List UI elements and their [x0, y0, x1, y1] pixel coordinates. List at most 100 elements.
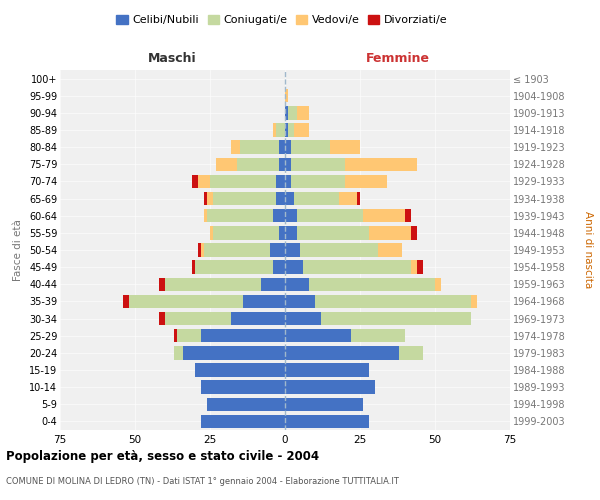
Bar [129, 294, 243, 308]
Bar [285, 294, 315, 308]
Text: Anni di nascita: Anni di nascita [583, 212, 593, 288]
Bar [285, 414, 369, 428]
Bar [261, 278, 285, 291]
Bar [297, 226, 369, 239]
Bar [198, 244, 201, 256]
Bar [303, 260, 411, 274]
Bar [285, 398, 363, 411]
Bar [165, 278, 261, 291]
Bar [345, 158, 417, 171]
Bar [315, 294, 471, 308]
Bar [159, 278, 165, 291]
Bar [183, 346, 285, 360]
Bar [273, 209, 285, 222]
Bar [285, 329, 351, 342]
Bar [210, 226, 213, 239]
Text: Popolazione per età, sesso e stato civile - 2004: Popolazione per età, sesso e stato civil… [6, 450, 319, 463]
Bar [231, 140, 240, 154]
Bar [411, 226, 417, 239]
Bar [243, 294, 285, 308]
Bar [192, 174, 198, 188]
Bar [297, 209, 363, 222]
Bar [207, 398, 285, 411]
Bar [345, 174, 387, 188]
Bar [231, 312, 285, 326]
Bar [210, 174, 276, 188]
Bar [291, 140, 330, 154]
Text: Maschi: Maschi [148, 52, 197, 65]
Bar [417, 260, 423, 274]
Bar [213, 226, 279, 239]
Bar [276, 192, 285, 205]
Bar [213, 192, 276, 205]
Bar [309, 278, 435, 291]
Bar [351, 329, 405, 342]
Bar [285, 364, 369, 376]
Bar [207, 209, 273, 222]
Bar [300, 244, 378, 256]
Bar [288, 106, 297, 120]
Bar [291, 158, 345, 171]
Bar [201, 244, 204, 256]
Bar [330, 140, 360, 154]
Bar [435, 278, 441, 291]
Bar [357, 192, 360, 205]
Bar [294, 192, 339, 205]
Bar [339, 192, 357, 205]
Bar [198, 174, 210, 188]
Bar [285, 278, 309, 291]
Bar [285, 89, 288, 102]
Bar [159, 312, 165, 326]
Bar [204, 244, 270, 256]
Bar [285, 380, 375, 394]
Bar [297, 106, 309, 120]
Bar [273, 124, 276, 136]
Bar [195, 260, 273, 274]
Bar [411, 260, 417, 274]
Bar [405, 209, 411, 222]
Bar [192, 260, 195, 274]
Y-axis label: Fasce di età: Fasce di età [13, 219, 23, 281]
Bar [237, 158, 279, 171]
Bar [285, 226, 297, 239]
Bar [177, 329, 201, 342]
Bar [273, 260, 285, 274]
Bar [216, 158, 237, 171]
Bar [363, 209, 405, 222]
Bar [201, 380, 285, 394]
Bar [201, 414, 285, 428]
Bar [276, 174, 285, 188]
Bar [285, 260, 303, 274]
Bar [285, 140, 291, 154]
Bar [204, 192, 207, 205]
Bar [174, 346, 183, 360]
Bar [195, 364, 285, 376]
Bar [378, 244, 402, 256]
Bar [288, 124, 294, 136]
Bar [279, 226, 285, 239]
Bar [285, 174, 291, 188]
Bar [321, 312, 471, 326]
Bar [291, 174, 345, 188]
Bar [285, 192, 294, 205]
Bar [270, 244, 285, 256]
Bar [285, 158, 291, 171]
Bar [279, 140, 285, 154]
Bar [294, 124, 309, 136]
Bar [207, 192, 213, 205]
Bar [204, 209, 207, 222]
Bar [471, 294, 477, 308]
Bar [201, 329, 285, 342]
Text: COMUNE DI MOLINA DI LEDRO (TN) - Dati ISTAT 1° gennaio 2004 - Elaborazione TUTTI: COMUNE DI MOLINA DI LEDRO (TN) - Dati IS… [6, 478, 399, 486]
Bar [285, 209, 297, 222]
Bar [369, 226, 411, 239]
Bar [285, 106, 288, 120]
Bar [285, 124, 288, 136]
Bar [165, 312, 231, 326]
Bar [276, 124, 285, 136]
Bar [123, 294, 129, 308]
Bar [285, 312, 321, 326]
Bar [285, 346, 399, 360]
Bar [279, 158, 285, 171]
Bar [240, 140, 279, 154]
